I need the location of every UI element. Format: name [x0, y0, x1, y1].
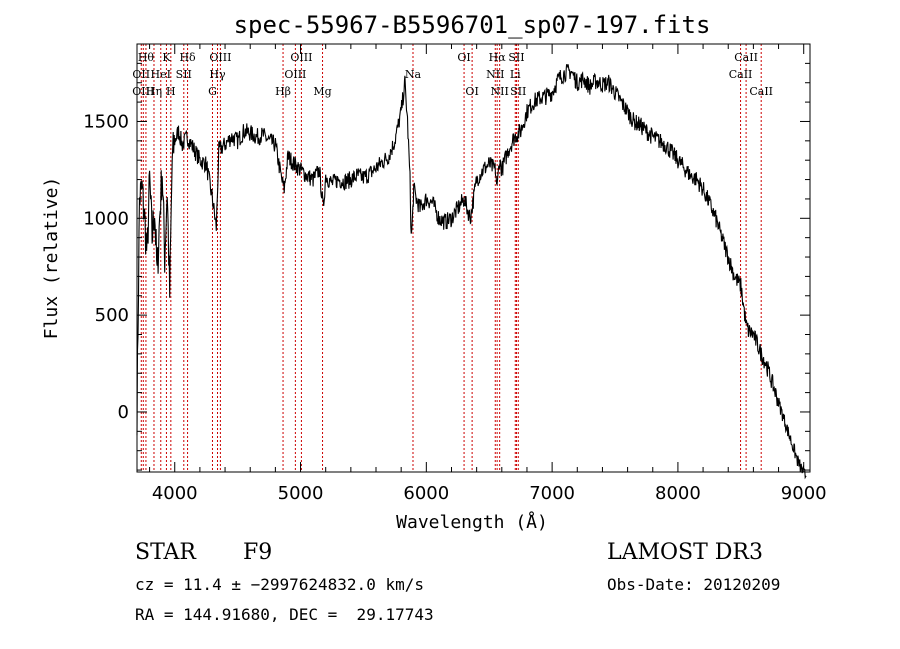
x-axis-label: Wavelength (Å) [396, 511, 548, 533]
spectral-line-label: NII [486, 68, 504, 81]
spectral-line-markers [140, 44, 762, 472]
y-tick-label: 500 [95, 305, 129, 326]
spectral-line-label: Na [405, 68, 422, 81]
spectral-line-label: CaII [729, 68, 753, 81]
x-tick-label: 8000 [655, 483, 701, 504]
spectral-line-label: Mg [313, 85, 331, 98]
spectral-line-label: G [208, 85, 217, 98]
spectral-line-label: OI [465, 85, 478, 98]
spectral-line-label: Hη [146, 85, 162, 98]
y-tick-label: 1000 [83, 208, 129, 229]
spectral-line-label: SII [510, 85, 526, 98]
spectral-line-label: Hγ [209, 68, 226, 81]
spectrum-series-line [136, 64, 807, 480]
spectral-line-label: OI [457, 51, 470, 64]
spectral-line-label: SII [176, 68, 192, 81]
coordinates: RA = 144.91680, DEC = 29.17743 [135, 605, 434, 624]
x-tick-label: 9000 [781, 483, 827, 504]
spectral-line-label: CaII [749, 85, 773, 98]
chart-title: spec-55967-B5596701_sp07-197.fits [234, 11, 711, 39]
spectral-line-label: Hα [489, 51, 507, 64]
spectral-line-label: K [162, 51, 171, 64]
observation-date: Obs-Date: 20120209 [607, 575, 781, 594]
plot-frame [136, 43, 811, 473]
y-tick-label: 1500 [83, 111, 129, 132]
spectral-line-label: OIII [209, 51, 231, 64]
spectral-line-label: OIII [284, 68, 306, 81]
spectral-line-label: SII [508, 51, 524, 64]
spectral-line-label: Li [510, 68, 521, 81]
spectral-subclass: F9 [243, 540, 273, 565]
spectral-line-label: OIII [290, 51, 312, 64]
redshift-cz: cz = 11.4 ± −2997624832.0 km/s [135, 575, 424, 594]
spectral-line-label: OIII [132, 85, 154, 98]
spectral-line-label: HeI [151, 68, 171, 81]
spectral-line-label: CaII [734, 51, 758, 64]
spectral-line-label: Hθ [138, 51, 155, 64]
survey-name: LAMOST DR3 [607, 540, 763, 565]
y-axis-label: Flux (relative) [41, 177, 62, 340]
spectral-line-label: H [166, 85, 176, 98]
x-tick-label: 7000 [529, 483, 575, 504]
spectral-line-label: NII [491, 85, 509, 98]
x-tick-label: 6000 [403, 483, 449, 504]
spectral-line-labels: OIIOIIIHθHηHeIKHSIIHδGHγOIIIHβOIIIOIIIMg… [132, 51, 773, 98]
x-axis-ticks: 4000 5000 6000 7000 8000 9000 [149, 44, 827, 504]
x-tick-label: 4000 [152, 483, 198, 504]
y-axis-ticks: 0 500 1000 1500 [83, 43, 810, 471]
x-tick-label: 5000 [278, 483, 324, 504]
object-class: STAR [135, 540, 196, 565]
spectral-line-label: OII [132, 68, 150, 81]
y-tick-label: 0 [118, 402, 129, 423]
spectral-line-label: Hβ [275, 85, 291, 98]
spectral-line-label: Hδ [179, 51, 196, 64]
